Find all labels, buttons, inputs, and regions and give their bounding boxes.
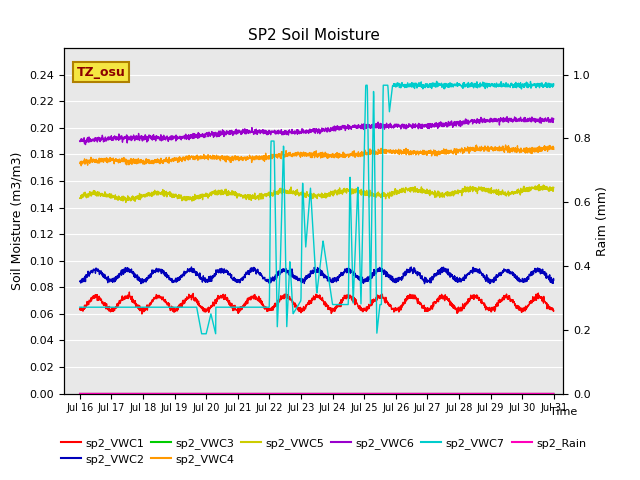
sp2_VWC3 bbox=[76, 391, 84, 396]
sp2_VWC7 bbox=[198, 331, 205, 336]
sp2_VWC6 bbox=[82, 142, 90, 147]
Line: sp2_VWC6: sp2_VWC6 bbox=[80, 117, 554, 144]
sp2_VWC2 bbox=[449, 276, 457, 282]
sp2_Rain bbox=[449, 391, 457, 396]
sp2_VWC4 bbox=[307, 155, 314, 160]
sp2_VWC4 bbox=[536, 148, 544, 154]
sp2_VWC5 bbox=[449, 192, 457, 198]
Y-axis label: Soil Moisture (m3/m3): Soil Moisture (m3/m3) bbox=[11, 152, 24, 290]
sp2_VWC7 bbox=[536, 82, 544, 87]
Legend: sp2_VWC1, sp2_VWC2, sp2_VWC3, sp2_VWC4, sp2_VWC5, sp2_VWC6, sp2_VWC7, sp2_Rain: sp2_VWC1, sp2_VWC2, sp2_VWC3, sp2_VWC4, … bbox=[57, 433, 591, 469]
sp2_VWC5 bbox=[536, 184, 544, 190]
sp2_VWC4 bbox=[77, 163, 85, 168]
Line: sp2_VWC2: sp2_VWC2 bbox=[80, 267, 554, 284]
sp2_VWC1 bbox=[100, 301, 108, 307]
sp2_VWC3 bbox=[307, 391, 314, 396]
sp2_VWC7 bbox=[433, 78, 440, 84]
sp2_VWC2 bbox=[307, 268, 314, 274]
sp2_VWC6 bbox=[550, 116, 557, 122]
Title: SP2 Soil Moisture: SP2 Soil Moisture bbox=[248, 28, 380, 43]
sp2_Rain bbox=[76, 391, 84, 396]
sp2_VWC1 bbox=[307, 299, 314, 304]
sp2_VWC6 bbox=[307, 127, 314, 132]
sp2_VWC3 bbox=[294, 391, 301, 396]
sp2_VWC2 bbox=[76, 278, 84, 284]
sp2_VWC3 bbox=[550, 391, 557, 396]
sp2_VWC4 bbox=[76, 161, 84, 167]
sp2_VWC7 bbox=[76, 304, 84, 310]
sp2_Rain bbox=[536, 391, 544, 396]
sp2_Rain bbox=[536, 391, 543, 396]
sp2_VWC7 bbox=[536, 81, 544, 86]
sp2_VWC1 bbox=[76, 306, 84, 312]
sp2_VWC1 bbox=[294, 307, 302, 313]
Line: sp2_VWC1: sp2_VWC1 bbox=[80, 292, 554, 314]
sp2_VWC5 bbox=[550, 185, 557, 191]
sp2_VWC5 bbox=[100, 193, 108, 199]
sp2_VWC3 bbox=[536, 391, 544, 396]
sp2_VWC2 bbox=[550, 277, 557, 283]
Line: sp2_VWC5: sp2_VWC5 bbox=[80, 185, 554, 203]
sp2_VWC4 bbox=[502, 142, 509, 148]
sp2_Rain bbox=[294, 391, 301, 396]
sp2_VWC5 bbox=[122, 200, 130, 205]
sp2_VWC6 bbox=[503, 114, 511, 120]
sp2_VWC7 bbox=[100, 304, 108, 310]
sp2_VWC1 bbox=[536, 294, 544, 300]
sp2_Rain bbox=[550, 391, 557, 396]
sp2_VWC4 bbox=[550, 146, 557, 152]
sp2_VWC6 bbox=[536, 115, 544, 120]
sp2_VWC1 bbox=[138, 311, 146, 317]
Line: sp2_VWC4: sp2_VWC4 bbox=[80, 145, 554, 166]
sp2_VWC4 bbox=[294, 149, 301, 155]
sp2_VWC5 bbox=[294, 190, 301, 195]
sp2_VWC1 bbox=[536, 295, 544, 301]
sp2_VWC6 bbox=[536, 115, 544, 120]
sp2_VWC2 bbox=[188, 264, 195, 270]
sp2_VWC6 bbox=[294, 127, 301, 132]
sp2_VWC5 bbox=[76, 195, 84, 201]
Text: Time: Time bbox=[550, 407, 577, 417]
sp2_VWC2 bbox=[536, 271, 544, 276]
Text: TZ_osu: TZ_osu bbox=[77, 66, 125, 79]
sp2_VWC3 bbox=[449, 391, 457, 396]
sp2_VWC2 bbox=[294, 278, 301, 284]
sp2_VWC5 bbox=[536, 187, 544, 192]
sp2_VWC6 bbox=[100, 138, 108, 144]
sp2_VWC4 bbox=[100, 156, 108, 162]
sp2_Rain bbox=[100, 391, 108, 396]
sp2_VWC2 bbox=[536, 268, 544, 274]
sp2_VWC6 bbox=[449, 122, 457, 128]
sp2_VWC7 bbox=[449, 82, 457, 87]
sp2_VWC1 bbox=[449, 306, 457, 312]
sp2_VWC7 bbox=[307, 185, 314, 191]
sp2_VWC6 bbox=[76, 138, 84, 144]
sp2_VWC3 bbox=[536, 391, 543, 396]
sp2_VWC4 bbox=[536, 146, 544, 152]
sp2_VWC4 bbox=[449, 151, 457, 157]
sp2_VWC1 bbox=[125, 289, 133, 295]
Y-axis label: Raim (mm): Raim (mm) bbox=[596, 186, 609, 256]
Line: sp2_VWC7: sp2_VWC7 bbox=[80, 81, 554, 334]
sp2_VWC5 bbox=[307, 192, 314, 197]
sp2_VWC2 bbox=[100, 274, 108, 280]
sp2_VWC7 bbox=[550, 81, 557, 87]
sp2_Rain bbox=[307, 391, 314, 396]
sp2_VWC5 bbox=[535, 182, 543, 188]
sp2_VWC7 bbox=[294, 303, 301, 309]
sp2_VWC3 bbox=[100, 391, 108, 396]
sp2_VWC2 bbox=[420, 281, 428, 287]
sp2_VWC1 bbox=[550, 308, 557, 314]
